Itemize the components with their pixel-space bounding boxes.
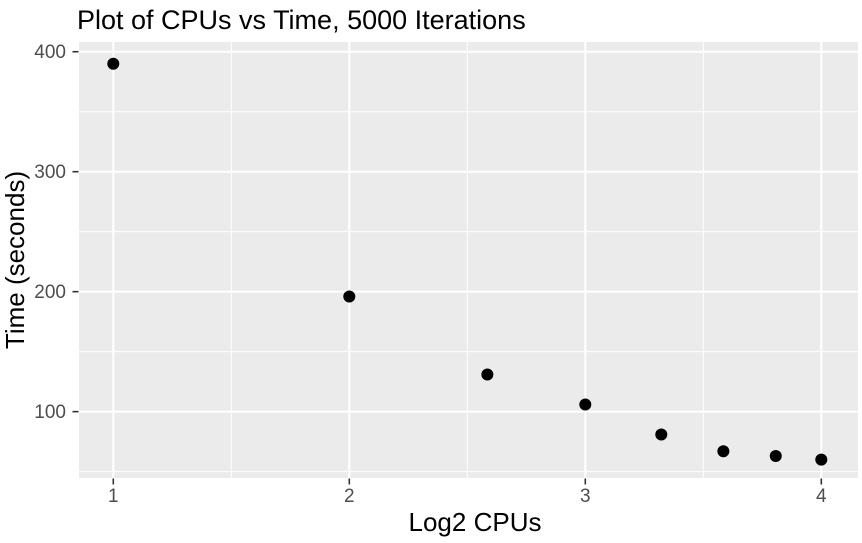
x-tick-label: 2 (344, 486, 355, 507)
plot-title: Plot of CPUs vs Time, 5000 Iterations (77, 5, 526, 35)
data-points (107, 57, 828, 466)
data-point (815, 453, 828, 466)
x-tick-label: 1 (108, 486, 119, 507)
plot-panel-background (79, 42, 858, 478)
data-point (717, 445, 730, 458)
y-tick-label: 400 (34, 42, 66, 63)
data-point (343, 290, 356, 303)
y-axis-tick-labels: 100 200 300 400 (34, 42, 66, 423)
y-tick-label: 100 (34, 402, 66, 423)
x-axis-tick-labels: 1 2 3 4 (108, 486, 827, 507)
data-point (655, 428, 668, 441)
y-axis-title: Time (seconds) (0, 171, 30, 349)
axis-tick-marks (72, 50, 823, 485)
x-tick-label: 3 (580, 486, 591, 507)
x-tick-label: 4 (816, 486, 827, 507)
y-tick-label: 200 (34, 282, 66, 303)
data-point (579, 398, 592, 411)
x-axis-title: Log2 CPUs (409, 507, 542, 537)
data-point (481, 368, 494, 381)
y-tick-label: 300 (34, 162, 66, 183)
data-point (107, 57, 120, 70)
minor-gridlines (79, 42, 858, 478)
data-point (769, 450, 782, 463)
